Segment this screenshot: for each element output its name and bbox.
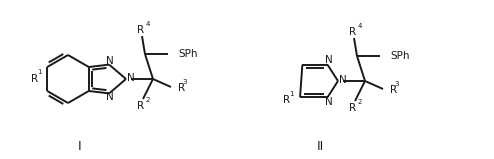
- Text: N: N: [127, 73, 135, 83]
- Text: N: N: [325, 55, 332, 65]
- Text: R: R: [137, 25, 145, 35]
- Text: 2: 2: [358, 98, 362, 104]
- Text: II: II: [316, 141, 324, 153]
- Text: I: I: [78, 141, 82, 153]
- Text: R: R: [178, 83, 185, 93]
- Text: 1: 1: [37, 69, 41, 76]
- Text: 1: 1: [289, 91, 293, 97]
- Text: 4: 4: [358, 23, 362, 28]
- Text: R: R: [349, 27, 357, 37]
- Text: R: R: [31, 74, 38, 84]
- Text: N: N: [106, 92, 114, 102]
- Text: N: N: [106, 56, 114, 66]
- Text: N: N: [339, 75, 347, 85]
- Text: 4: 4: [146, 21, 150, 27]
- Text: SPh: SPh: [178, 49, 198, 59]
- Text: R: R: [390, 85, 397, 95]
- Text: R: R: [283, 95, 290, 105]
- Text: 3: 3: [182, 79, 187, 84]
- Text: SPh: SPh: [390, 51, 410, 61]
- Text: 3: 3: [395, 80, 399, 86]
- Text: 2: 2: [146, 97, 150, 103]
- Text: R: R: [137, 101, 145, 111]
- Text: N: N: [325, 97, 332, 107]
- Text: R: R: [349, 103, 357, 113]
